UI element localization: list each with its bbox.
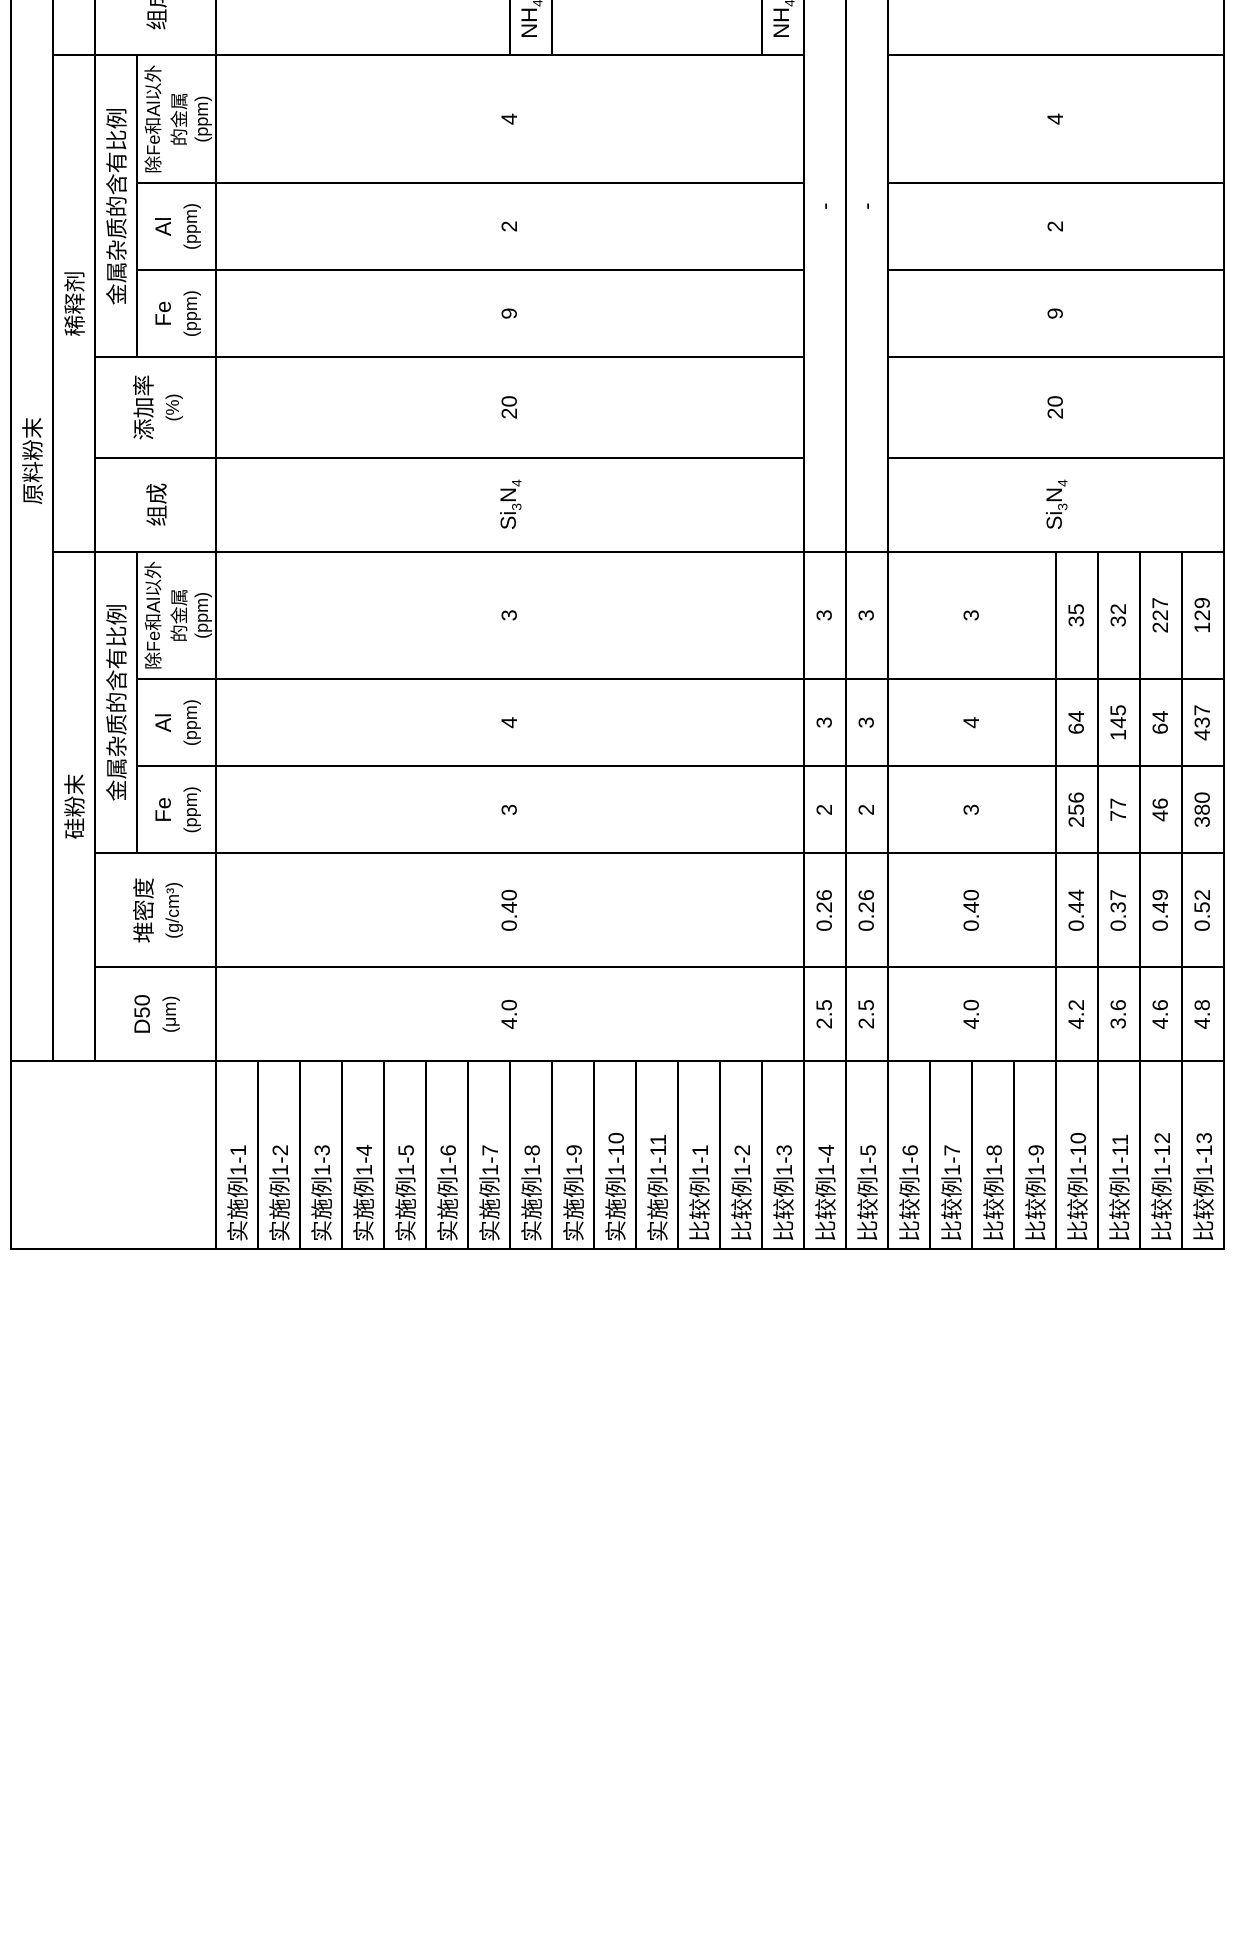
row-label: 实施例1-6 [426, 1061, 468, 1249]
dil-rate: 20 [216, 357, 804, 458]
hdr-raw-powder: 原料粉末 [11, 0, 53, 1061]
row-label: 比较例1-2 [720, 1061, 762, 1249]
hdr-dil-fe: Fe(ppm) [137, 270, 216, 357]
row-label: 实施例1-11 [636, 1061, 678, 1249]
hdr-add-comp: 组成 [95, 0, 216, 55]
row-label: 实施例1-1 [216, 1061, 258, 1249]
row-label: 比较例1-7 [930, 1061, 972, 1249]
row-label: 实施例1-7 [468, 1061, 510, 1249]
dil-other: 4 [216, 55, 804, 182]
row-label: 实施例1-4 [342, 1061, 384, 1249]
dil-comp: Si3N4 [216, 458, 804, 552]
dil-fe: 9 [216, 270, 804, 357]
hdr-dil-imp: 金属杂质的含有比例 [95, 55, 137, 357]
rotated-wrapper: 原料粉末 混合原料粉末 燃烧产物 硅粉末 稀释剂 添加剂 D50(μm) 堆密度… [10, 0, 1225, 1250]
row-label: 比较例1-3 [762, 1061, 804, 1249]
hdr-dil-al: Al(ppm) [137, 183, 216, 270]
add-none: 无 [888, 0, 1224, 55]
row-label: 比较例1-10 [1056, 1061, 1098, 1249]
add-comp: NH4Cl [762, 0, 804, 55]
si-al: 4 [216, 679, 804, 766]
row-label: 比较例1-4 [804, 1061, 846, 1249]
dash-cell: - [846, 0, 888, 552]
row-label: 比较例1-13 [1182, 1061, 1224, 1249]
add-comp: NH4Cl [510, 0, 552, 55]
row-label: 实施例1-2 [258, 1061, 300, 1249]
hdr-si-fe: Fe(ppm) [137, 766, 216, 853]
dil-al: 2 [216, 183, 804, 270]
row-label: 实施例1-9 [552, 1061, 594, 1249]
add-none: 无 [552, 0, 762, 55]
hdr-d50: D50(μm) [95, 967, 216, 1061]
row-label: 比较例1-5 [846, 1061, 888, 1249]
hdr-si-powder: 硅粉末 [53, 552, 95, 1062]
si-other: 3 [216, 552, 804, 679]
row-label: 比较例1-12 [1140, 1061, 1182, 1249]
row-label: 实施例1-5 [384, 1061, 426, 1249]
hdr-si-other: 除Fe和Al以外的金属(ppm) [137, 552, 216, 679]
row-label: 实施例1-10 [594, 1061, 636, 1249]
blank-corner [11, 1061, 216, 1249]
hdr-si-imp: 金属杂质的含有比例 [95, 552, 137, 854]
hdr-diluent: 稀释剂 [53, 55, 95, 551]
add-none: 无 [216, 0, 510, 55]
table-row: 比较例1-6 4.0 0.40 3 4 3 Si3N4 20 9 2 4 无 0… [888, 0, 930, 1249]
row-label: 实施例1-3 [300, 1061, 342, 1249]
hdr-additive: 添加剂 [53, 0, 95, 55]
row-label: 实施例1-8 [510, 1061, 552, 1249]
si-bulk: 0.40 [216, 853, 804, 967]
row-label: 比较例1-9 [1014, 1061, 1056, 1249]
si-fe: 3 [216, 766, 804, 853]
row-label: 比较例1-6 [888, 1061, 930, 1249]
row-label: 比较例1-1 [678, 1061, 720, 1249]
hdr-si-bulk: 堆密度(g/cm³) [95, 853, 216, 967]
si-d50: 4.0 [216, 967, 804, 1061]
table-row: 比较例1-42.50.26233- [804, 0, 846, 1249]
hdr-dil-comp: 组成 [95, 458, 216, 552]
hdr-dil-rate: 添加率(%) [95, 357, 216, 458]
row-label: 比较例1-11 [1098, 1061, 1140, 1249]
dil-comp: Si3N4 [888, 458, 1224, 552]
dash-cell: - [804, 0, 846, 552]
row-label: 比较例1-8 [972, 1061, 1014, 1249]
data-table: 原料粉末 混合原料粉末 燃烧产物 硅粉末 稀释剂 添加剂 D50(μm) 堆密度… [10, 0, 1225, 1250]
hdr-dil-other: 除Fe和Al以外的金属(ppm) [137, 55, 216, 182]
hdr-si-al: Al(ppm) [137, 679, 216, 766]
table-row: 比较例1-52.50.26233- [846, 0, 888, 1249]
table-row: 实施例1-1 4.0 0.40 3 4 3 Si3N4 20 9 2 4 无 0… [216, 0, 258, 1249]
